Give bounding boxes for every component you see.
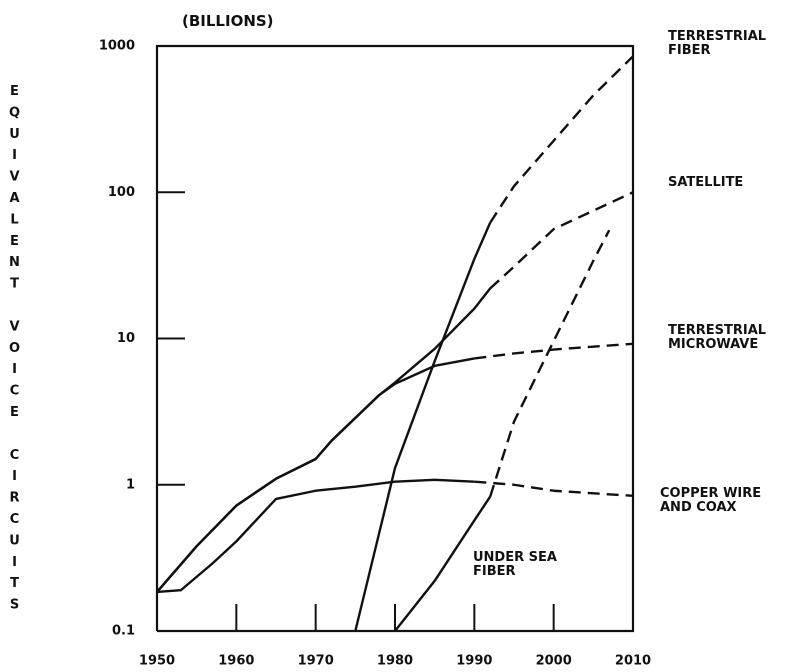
series-line <box>156 287 492 593</box>
x-tick-label: 1950 <box>139 654 175 669</box>
y-tick-label: 100 <box>108 185 135 200</box>
series-line <box>156 478 475 594</box>
series-label: SATELLITE <box>668 175 744 190</box>
y-tick-label: 1000 <box>99 39 135 54</box>
y-axis-label: EQUIVALENT VOICE CIRCUITS <box>7 84 22 619</box>
series-line-projected <box>489 229 611 497</box>
series-label: COPPER WIRE AND COAX <box>660 486 762 515</box>
series-label: TERRESTRIAL MICROWAVE <box>668 323 767 352</box>
series-label: TERRESTRIAL FIBER <box>668 29 767 58</box>
y-tick-label: 10 <box>117 331 135 346</box>
series-line-projected <box>489 55 634 224</box>
series-line-projected <box>474 480 634 498</box>
series-line <box>354 222 492 632</box>
series-line <box>156 357 475 593</box>
y-tick-label: 1 <box>126 477 135 492</box>
x-tick-label: 1980 <box>377 654 413 669</box>
series-line <box>394 495 492 632</box>
x-tick-label: 1960 <box>218 654 254 669</box>
x-tick-label: 2000 <box>536 654 572 669</box>
plot-frame <box>155 44 635 633</box>
unit-label: (BILLIONS) <box>182 12 274 30</box>
series-line-projected <box>474 342 634 360</box>
x-tick-label: 1990 <box>456 654 492 669</box>
series-label: UNDER SEA FIBER <box>473 550 557 579</box>
x-tick-label: 1970 <box>298 654 334 669</box>
x-tick-label: 2010 <box>615 654 651 669</box>
y-tick-label: 0.1 <box>112 624 135 639</box>
series-line-projected <box>489 191 634 290</box>
